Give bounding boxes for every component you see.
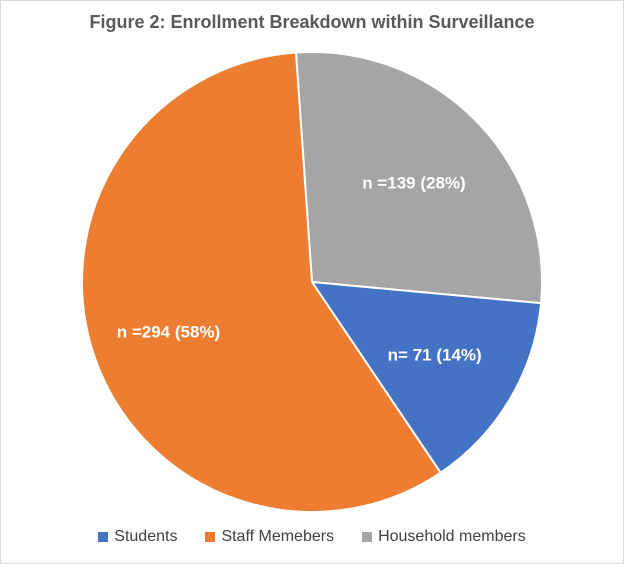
- pie-slice-students: [309, 280, 543, 475]
- slice-label-household: n =139 (28%): [362, 173, 465, 192]
- legend-swatch-household: [362, 532, 373, 542]
- pie-labels: n =139 (28%) n= 71 (14%) n =294 (58%): [117, 173, 482, 364]
- legend-label-staff: Staff Memebers: [221, 528, 335, 545]
- legend-swatch-students: [98, 532, 109, 542]
- pie-slice-household: [294, 51, 543, 305]
- slice-label-students: n= 71 (14%): [388, 346, 482, 365]
- slice-label-staff: n =294 (58%): [117, 322, 220, 341]
- legend-item-students: Students: [98, 528, 177, 546]
- legend-item-staff: Staff Memebers: [205, 528, 334, 546]
- chart-title: Figure 2: Enrollment Breakdown within Su…: [89, 12, 535, 32]
- legend-item-household: Household members: [362, 528, 526, 546]
- legend-label-students: Students: [114, 528, 178, 545]
- legend-swatch-staff: [205, 532, 216, 542]
- legend-label-household: Household members: [378, 528, 526, 545]
- pie-slice-staff: [81, 51, 443, 513]
- legend: Students Staff Memebers Household member…: [0, 528, 624, 546]
- pie-slices: [81, 51, 543, 513]
